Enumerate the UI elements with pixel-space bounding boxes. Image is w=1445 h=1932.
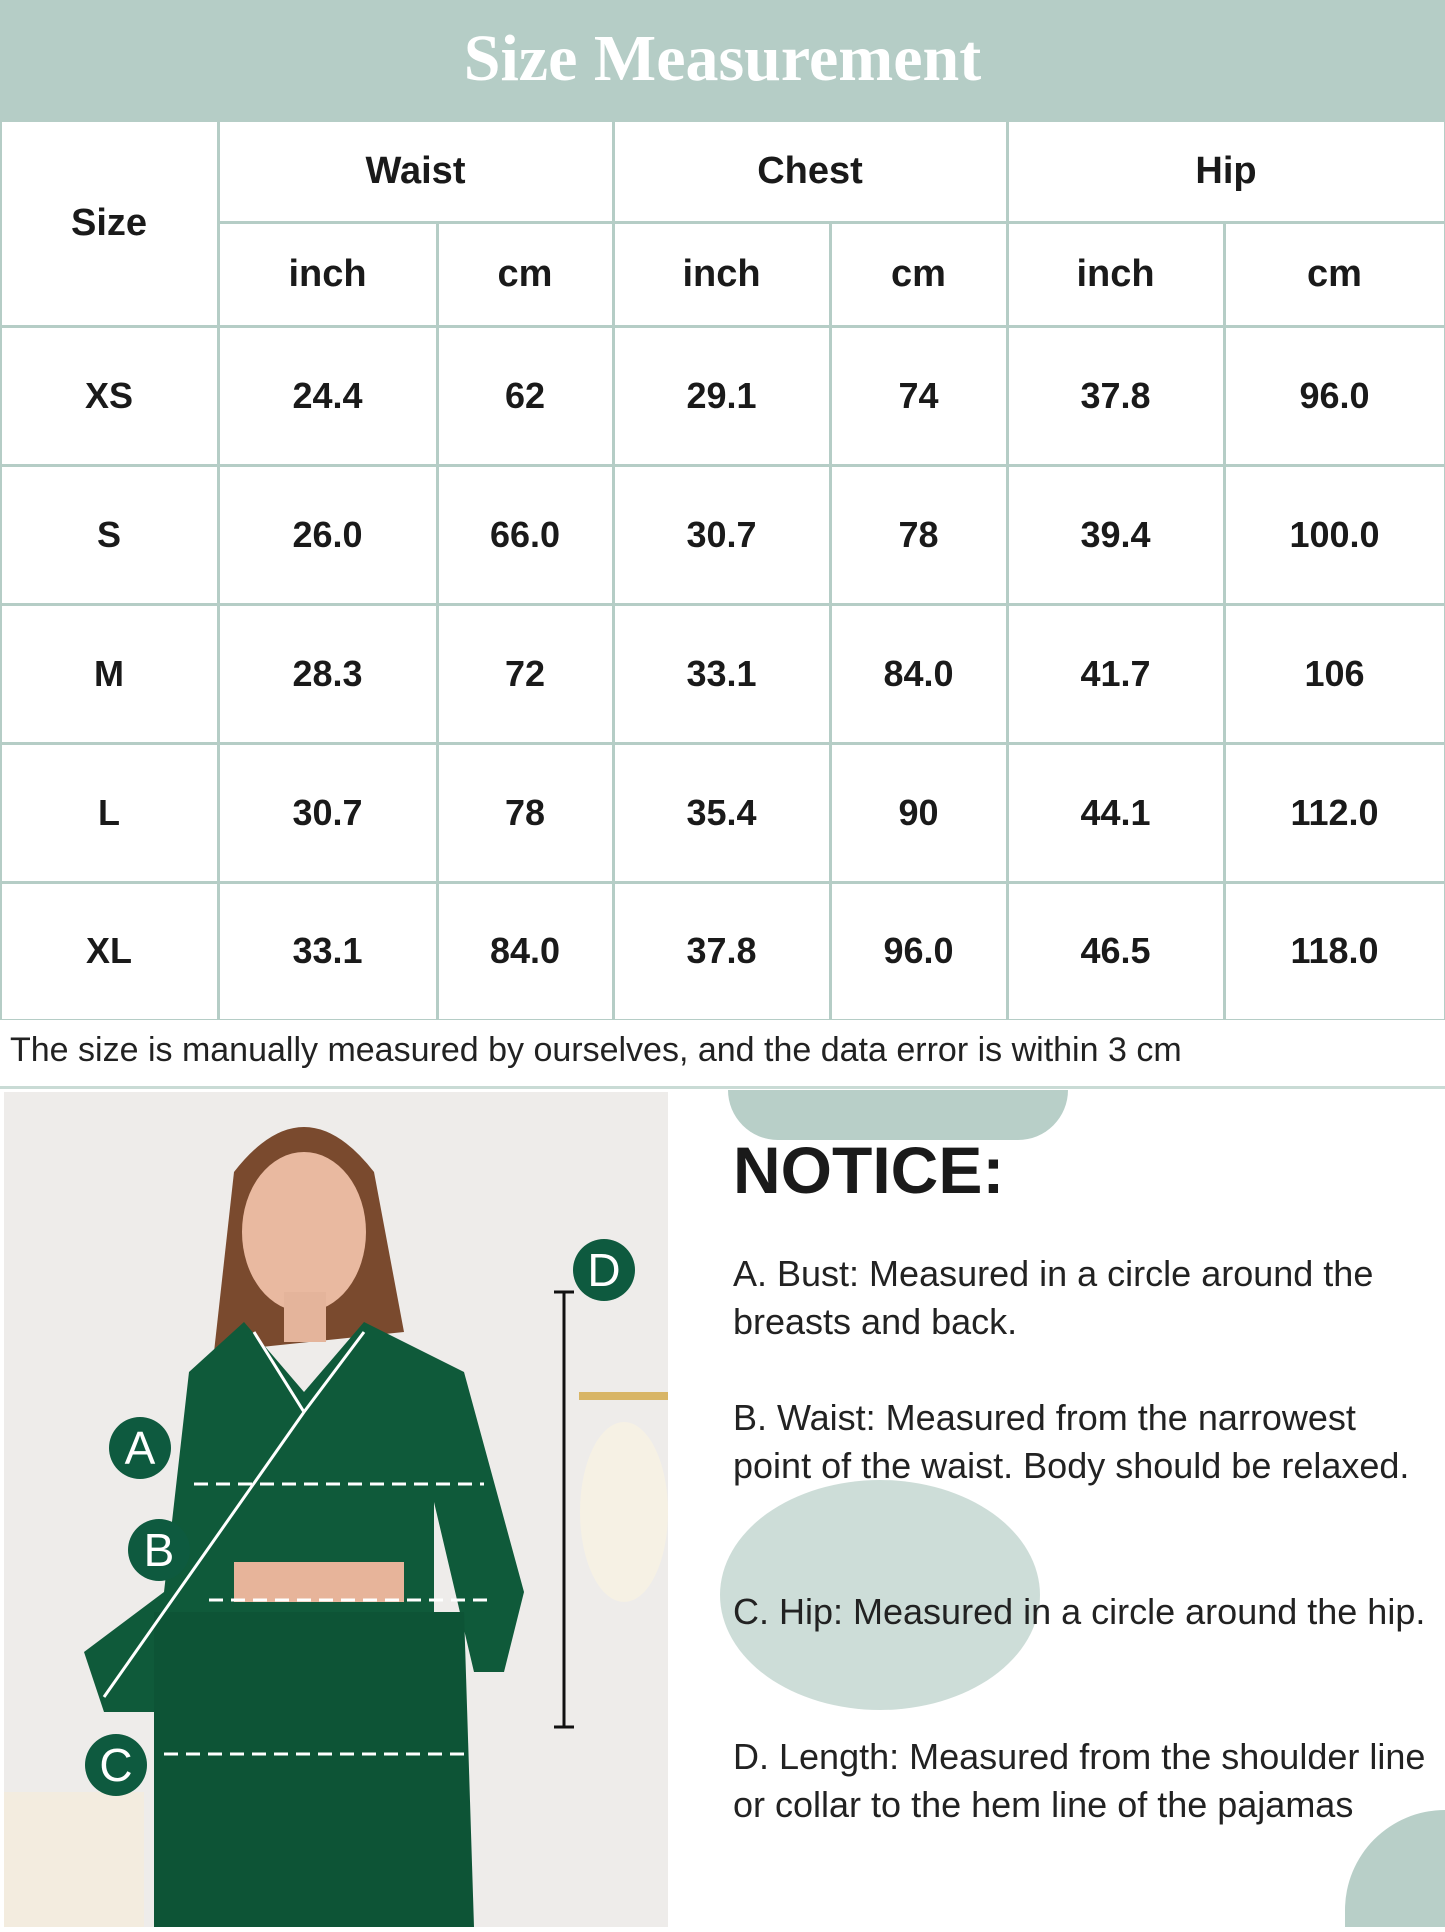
group-header: Waist bbox=[219, 121, 612, 221]
unit-header: cm bbox=[831, 223, 1006, 325]
table-cell: 35.4 bbox=[614, 744, 829, 881]
notice-item-bust: A. Bust: Measured in a circle around the… bbox=[733, 1253, 1374, 1342]
group-header: Chest bbox=[614, 121, 1006, 221]
table-cell: 26.0 bbox=[219, 466, 436, 603]
table-cell: 33.1 bbox=[219, 883, 436, 1019]
unit-header: cm bbox=[438, 223, 612, 325]
notice-item-length: D. Length: Measured from the shoulder li… bbox=[733, 1736, 1426, 1825]
table-cell: 96.0 bbox=[1225, 327, 1444, 464]
notice-item-hip: C. Hip: Measured in a circle around the … bbox=[733, 1591, 1426, 1632]
table-cell: 44.1 bbox=[1008, 744, 1223, 881]
notice-heading: NOTICE: bbox=[733, 1133, 1005, 1207]
table-cell: 84.0 bbox=[438, 883, 612, 1019]
unit-header: inch bbox=[614, 223, 829, 325]
size-label: XS bbox=[1, 327, 217, 464]
decor-circle bbox=[728, 1090, 1068, 1140]
size-label: M bbox=[1, 605, 217, 742]
table-cell: 74 bbox=[831, 327, 1006, 464]
unit-header: inch bbox=[219, 223, 436, 325]
footnote: The size is manually measured by ourselv… bbox=[10, 1031, 1182, 1069]
unit-header: cm bbox=[1225, 223, 1444, 325]
table-cell: 46.5 bbox=[1008, 883, 1223, 1019]
table-cell: 66.0 bbox=[438, 466, 612, 603]
table-cell: 84.0 bbox=[831, 605, 1006, 742]
size-label: L bbox=[1, 744, 217, 881]
table-cell: 78 bbox=[831, 466, 1006, 603]
table-cell: 39.4 bbox=[1008, 466, 1223, 603]
size-label: S bbox=[1, 466, 217, 603]
table-cell: 41.7 bbox=[1008, 605, 1223, 742]
size-header: Size bbox=[1, 121, 217, 325]
marker-c: C bbox=[99, 1739, 132, 1791]
unit-header: inch bbox=[1008, 223, 1223, 325]
table-cell: 100.0 bbox=[1225, 466, 1444, 603]
table-cell: 118.0 bbox=[1225, 883, 1444, 1019]
table-cell: 33.1 bbox=[614, 605, 829, 742]
notice-item-waist: B. Waist: Measured from the narrowest po… bbox=[733, 1397, 1410, 1486]
group-header: Hip bbox=[1008, 121, 1444, 221]
table-cell: 37.8 bbox=[614, 883, 829, 1019]
marker-b: B bbox=[144, 1524, 175, 1576]
table-cell: 30.7 bbox=[219, 744, 436, 881]
table-cell: 29.1 bbox=[614, 327, 829, 464]
table-cell: 96.0 bbox=[831, 883, 1006, 1019]
divider bbox=[0, 1086, 1445, 1089]
decor-circle bbox=[720, 1480, 1040, 1710]
table-cell: 90 bbox=[831, 744, 1006, 881]
size-label: XL bbox=[1, 883, 217, 1019]
table-cell: 72 bbox=[438, 605, 612, 742]
table-cell: 37.8 bbox=[1008, 327, 1223, 464]
page-title: Size Measurement bbox=[0, 0, 1445, 120]
marker-d: D bbox=[587, 1244, 620, 1296]
model-photo: A B C D bbox=[4, 1092, 668, 1927]
table-cell: 106 bbox=[1225, 605, 1444, 742]
table-cell: 62 bbox=[438, 327, 612, 464]
table-cell: 112.0 bbox=[1225, 744, 1444, 881]
marker-a: A bbox=[125, 1422, 156, 1474]
size-table: Size Waist Chest Hip inch cm inch cm inch cm XS 24.… bbox=[0, 120, 1445, 1020]
table-cell: 30.7 bbox=[614, 466, 829, 603]
table-cell: 78 bbox=[438, 744, 612, 881]
table-cell: 28.3 bbox=[219, 605, 436, 742]
table-cell: 24.4 bbox=[219, 327, 436, 464]
